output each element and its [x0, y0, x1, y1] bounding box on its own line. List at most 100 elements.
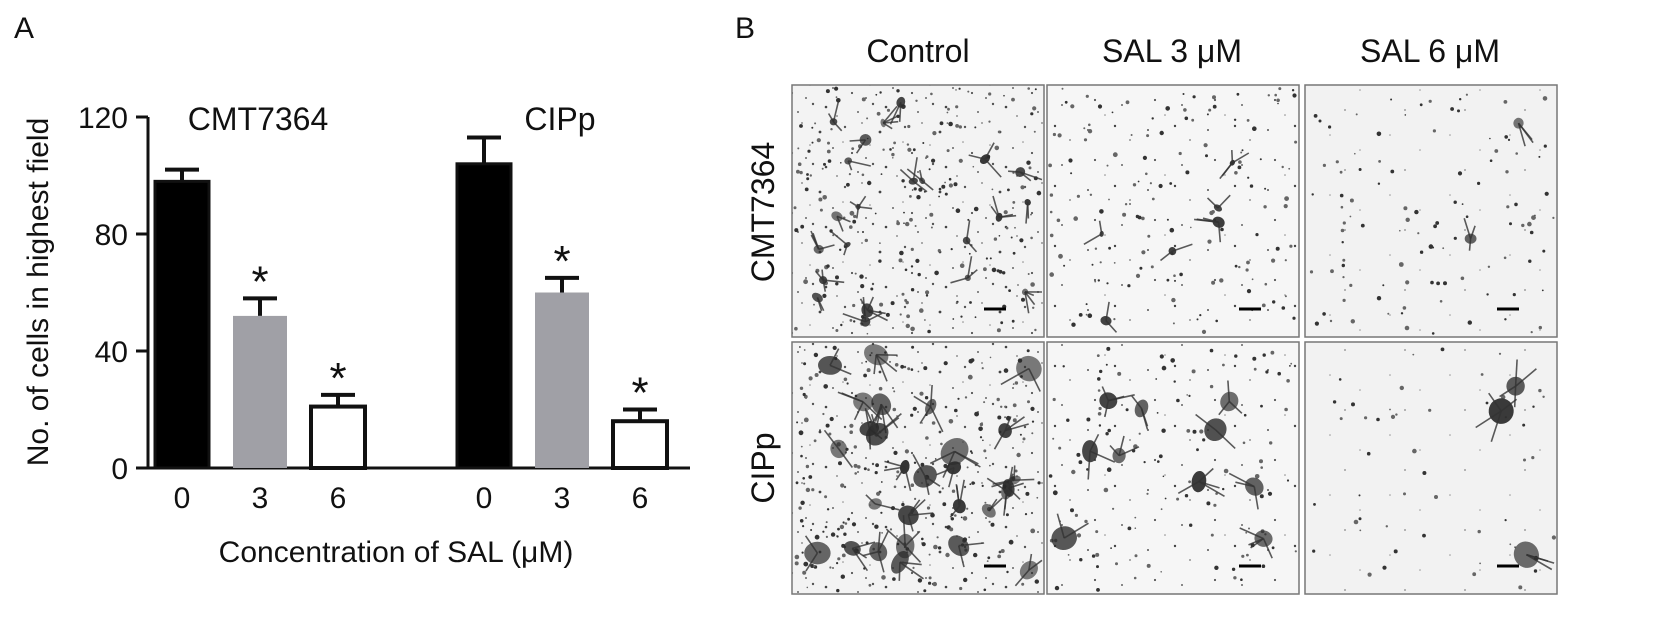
cell-dot [946, 111, 949, 114]
cell-dot [799, 519, 804, 523]
cell-dot [1514, 202, 1518, 207]
cell-dot [982, 439, 984, 442]
cell-dot [958, 125, 962, 129]
cell-dot [1036, 496, 1039, 499]
cell-process [1517, 122, 1533, 141]
cell-dot [829, 416, 834, 422]
micrograph-CIPp-1 [1046, 341, 1300, 595]
cell-dot [909, 195, 912, 198]
cell-dot [1192, 95, 1196, 99]
cell-dot [1113, 318, 1116, 321]
cell-dot [1275, 246, 1280, 251]
cell-dot [819, 208, 823, 212]
cell-dot [1207, 239, 1212, 244]
cell-process [848, 160, 871, 167]
cell-dot [944, 181, 946, 184]
stained-cell [811, 292, 823, 303]
cell-dot [971, 481, 975, 485]
cell-dot [919, 391, 924, 396]
cell-dot [1004, 405, 1007, 408]
cell-dot [861, 173, 865, 177]
cell-dot [1531, 215, 1536, 221]
cell-dot [983, 588, 987, 592]
cell-dot [1284, 196, 1289, 202]
cell-dot [1367, 572, 1372, 577]
cell-process [821, 269, 824, 281]
cell-dot [946, 122, 949, 124]
cell-process [857, 195, 867, 208]
cell-process [882, 115, 898, 124]
cell-dot [1096, 354, 1100, 357]
cell-dot [837, 557, 841, 561]
cell-process [1463, 217, 1472, 239]
cell-dot [814, 534, 820, 540]
cell-process [954, 450, 981, 468]
cell-dot [1428, 99, 1432, 103]
cell-process [957, 545, 965, 568]
cell-dot [1089, 193, 1093, 196]
cell-dot [890, 301, 895, 306]
cell-process [1087, 451, 1091, 480]
cell-dot [1191, 118, 1195, 122]
cell-dot [1503, 100, 1508, 104]
cell-dot [1063, 264, 1066, 267]
cell-dot [1084, 519, 1088, 524]
cell-process [906, 168, 923, 182]
cell-dot [1419, 103, 1423, 107]
cell-dot [875, 93, 878, 96]
cell-dot [929, 212, 934, 217]
cell-dot [905, 323, 910, 329]
cell-dot [1125, 100, 1130, 105]
cell-dot [979, 436, 983, 439]
cell-dot [794, 228, 799, 233]
cell-dot [1070, 508, 1074, 513]
cell-dot [1506, 205, 1510, 209]
cell-dot [1284, 295, 1287, 298]
cell-process [993, 430, 1006, 450]
cell-dot [839, 524, 845, 530]
cell-dot [1405, 280, 1410, 285]
cell-dot [1146, 134, 1150, 138]
cell-process [852, 541, 876, 550]
cell-dot [1058, 446, 1062, 450]
cell-dot [913, 187, 917, 191]
cell-dot [803, 482, 806, 485]
x-tick-label-CIPp-0: 0 [476, 482, 493, 515]
cell-dot [1238, 160, 1242, 164]
cell-dot [934, 458, 937, 460]
cell-process [899, 561, 924, 580]
cell-dot [1031, 420, 1035, 423]
cell-dot [1541, 289, 1544, 292]
cell-dot [1353, 519, 1359, 525]
cell-dot [1164, 497, 1167, 500]
cell-dot [1088, 123, 1091, 127]
cell-process [867, 309, 886, 315]
cell-dot [811, 141, 814, 144]
cell-dot [906, 143, 910, 146]
cell-dot [1034, 328, 1037, 332]
cell-dot [1504, 318, 1507, 321]
cell-dot [1026, 160, 1031, 165]
cell-dot [930, 512, 935, 518]
cell-dot [1134, 516, 1137, 519]
cell-dot [841, 553, 846, 558]
cell-process [866, 296, 875, 311]
cell-dot [1027, 273, 1030, 275]
cell-dot [899, 313, 902, 316]
cell-dot [1137, 180, 1140, 183]
cell-dot [931, 158, 936, 163]
cell-dot [1222, 487, 1225, 491]
cell-dot [796, 421, 799, 424]
cell-dot [1504, 519, 1507, 522]
cell-dot [973, 206, 979, 212]
cell-dot [1160, 508, 1163, 511]
cell-dot [960, 315, 963, 318]
cell-dot [1024, 513, 1028, 516]
cell-dot [939, 121, 944, 126]
cell-dot [1014, 226, 1016, 229]
cell-process [1014, 569, 1030, 587]
cell-process [875, 503, 900, 511]
cell-process [988, 497, 1003, 512]
cell-dot [1056, 218, 1061, 223]
cell-process [864, 408, 871, 429]
